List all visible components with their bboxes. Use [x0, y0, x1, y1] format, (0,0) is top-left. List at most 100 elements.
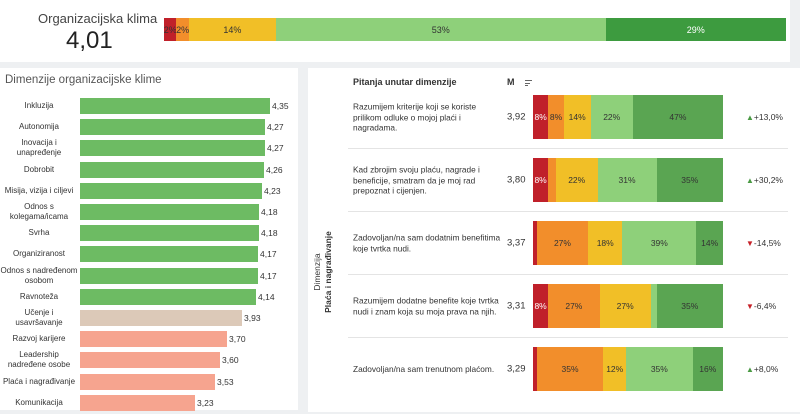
question-segment[interactable]: 31% — [597, 158, 657, 202]
dimension-value: 4,26 — [266, 164, 283, 175]
dimension-bar[interactable] — [80, 394, 195, 411]
dimension-row[interactable]: Leadership nadređene osobe 3,60 — [0, 349, 298, 371]
dimension-label: Leadership nadređene osobe — [7, 350, 71, 370]
question-segment[interactable] — [548, 158, 556, 202]
dimension-row[interactable]: Komunikacija 3,23 — [0, 392, 298, 414]
dimension-row[interactable]: Plaća i nagrađivanje 3,53 — [0, 371, 298, 393]
question-segment[interactable]: 8% — [533, 284, 549, 328]
dimension-value: 4,18 — [261, 207, 278, 217]
sort-icon[interactable] — [525, 80, 532, 86]
question-segment[interactable]: 35% — [656, 158, 723, 202]
dimension-label: Odnos s kolegama/icama — [9, 202, 69, 221]
question-segment[interactable] — [533, 221, 537, 265]
question-row[interactable]: Zadovoljan/na sam trenutnom plaćom. 3,29 3… — [308, 344, 800, 394]
distribution-segment[interactable]: 2% — [164, 18, 177, 41]
question-text: Zadovoljan/na sam dodatnim benefitima ko… — [353, 232, 501, 254]
dimension-value: 3,60 — [222, 355, 239, 366]
overall-distribution-bar[interactable]: 2% 2% 14% 53% 29% — [164, 18, 786, 41]
arrow-down-icon: ▼ — [746, 302, 754, 311]
dimension-row[interactable]: Odnos s nadređenom osobom 4,17 — [0, 265, 298, 287]
distribution-segment[interactable]: 2% — [176, 18, 189, 41]
distribution-segment[interactable]: 53% — [275, 18, 606, 41]
question-segment[interactable]: 35% — [626, 347, 693, 391]
question-segment[interactable]: 8% — [533, 158, 549, 202]
dimension-row[interactable]: Inovacija i unapređenje 4,27 — [0, 137, 298, 159]
dimension-bar[interactable] — [80, 182, 262, 199]
dimension-row[interactable]: Odnos s kolegama/icama 4,18 — [0, 201, 298, 223]
distribution-segment[interactable]: 29% — [605, 18, 786, 41]
question-segment[interactable]: 35% — [536, 347, 604, 391]
row-divider — [348, 148, 788, 149]
question-segment[interactable]: 16% — [692, 347, 723, 391]
question-segment[interactable]: 14% — [696, 221, 723, 265]
dimension-bar[interactable] — [80, 161, 264, 178]
question-segment[interactable]: 47% — [632, 95, 724, 139]
dimension-bar[interactable] — [80, 331, 227, 348]
question-row[interactable]: Razumijem kriterije koji se koriste pril… — [308, 92, 800, 142]
dimension-label: Organiziranost — [12, 249, 66, 259]
overall-climate-title: Organizacijska klima — [38, 11, 158, 26]
question-distribution-bar[interactable]: 27% 18% 39% 14% — [533, 221, 723, 265]
question-segment[interactable]: 22% — [555, 158, 598, 202]
overall-climate-score: 4,01 — [66, 27, 113, 54]
overall-climate-card: Organizacijska klima 4,01 2% 2% 14% 53% 29% — [0, 0, 790, 62]
dimension-value: 3,23 — [197, 397, 214, 408]
dimension-label: Ravnoteža — [19, 291, 59, 301]
row-divider — [348, 337, 788, 338]
dimension-row[interactable]: Svrha 4,18 — [0, 222, 298, 244]
question-segment[interactable]: 14% — [563, 95, 591, 139]
question-distribution-bar[interactable]: 8% 8% 14% 22% 47% — [533, 95, 724, 139]
dimension-bar[interactable] — [80, 98, 270, 114]
question-change: ▼-6,4% — [746, 301, 776, 311]
dimension-bar[interactable] — [80, 140, 265, 157]
dimension-row[interactable]: Misija, vizija i ciljevi 4,23 — [0, 180, 298, 202]
question-segment[interactable]: 27% — [599, 284, 651, 328]
question-change-value: -6,4% — [753, 301, 777, 311]
questions-panel: Pitanja unutar dimenzije M Dimenzija Pla… — [308, 68, 800, 412]
dimension-value: 4,27 — [267, 122, 284, 133]
dimension-row[interactable]: Dobrobit 4,26 — [0, 159, 298, 181]
dimension-bar[interactable] — [80, 246, 258, 263]
dimension-row[interactable]: Razvoj karijere 3,70 — [0, 328, 298, 350]
dimension-bar[interactable] — [80, 373, 215, 390]
question-distribution-bar[interactable]: 35% 12% 35% 16% — [533, 347, 723, 391]
dimension-row[interactable]: Učenje i usavršavanje 3,93 — [0, 307, 298, 329]
dimension-value: 4,14 — [258, 291, 275, 302]
question-distribution-bar[interactable]: 8% 22% 31% 35% — [533, 158, 723, 202]
question-change-value: +8,0% — [753, 364, 779, 374]
dimension-row[interactable]: Organiziranost 4,17 — [0, 243, 298, 265]
question-distribution-bar[interactable]: 8% 27% 27% 35% — [533, 284, 723, 328]
question-segment[interactable]: 12% — [603, 347, 627, 391]
question-change-value: +13,0% — [753, 112, 783, 122]
dimension-row[interactable]: Inkluzija 4,35 — [0, 95, 298, 117]
question-segment[interactable] — [650, 284, 657, 328]
dimension-bar[interactable] — [80, 288, 256, 305]
question-change: ▲+8,0% — [746, 364, 778, 374]
dimension-bar[interactable] — [80, 204, 259, 220]
question-segment[interactable]: 18% — [588, 221, 623, 265]
distribution-segment[interactable]: 14% — [188, 18, 276, 41]
question-row[interactable]: Zadovoljan/na sam dodatnim benefitima ko… — [308, 218, 800, 268]
dimension-bar[interactable] — [80, 310, 242, 326]
dimension-label: Odnos s nadređenom osobom — [0, 265, 78, 285]
question-segment[interactable]: 27% — [536, 221, 589, 265]
dimension-bar[interactable] — [80, 267, 258, 284]
dimension-value: 3,53 — [217, 376, 234, 387]
dimension-value: 4,35 — [272, 101, 289, 111]
question-row[interactable]: Razumijem dodatne benefite koje tvrtka n… — [308, 281, 800, 331]
question-segment[interactable]: 8% — [533, 95, 549, 139]
dimension-value: 4,18 — [261, 228, 278, 239]
dimension-bar[interactable] — [80, 119, 265, 136]
question-segment[interactable]: 22% — [590, 95, 633, 139]
question-segment[interactable]: 27% — [548, 284, 600, 328]
dimension-row[interactable]: Ravnoteža 4,14 — [0, 286, 298, 308]
question-segment[interactable]: 39% — [622, 221, 697, 265]
dimension-label: Inovacija i unapređenje — [16, 138, 62, 158]
dimension-bar[interactable] — [80, 352, 220, 369]
dimension-bar[interactable] — [80, 225, 259, 242]
question-segment[interactable] — [533, 347, 537, 391]
dimension-row[interactable]: Autonomija 4,27 — [0, 116, 298, 138]
question-segment[interactable]: 35% — [656, 284, 723, 328]
question-segment[interactable]: 8% — [548, 95, 564, 139]
question-row[interactable]: Kad zbrojim svoju plaću, nagrade i benef… — [308, 155, 800, 205]
